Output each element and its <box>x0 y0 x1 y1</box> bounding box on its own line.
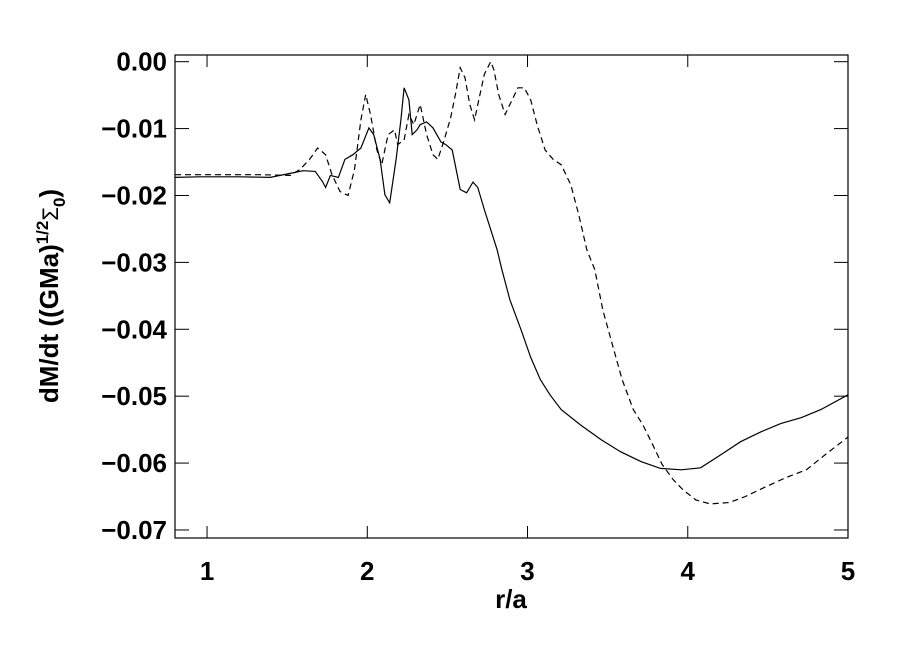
x-tick-label: 4 <box>681 556 696 586</box>
x-tick-label: 3 <box>520 556 534 586</box>
plot-frame <box>174 54 849 539</box>
y-tick-label: −0.05 <box>101 381 167 411</box>
line-series <box>174 87 849 471</box>
y-label-sigma: Σ <box>38 207 63 221</box>
y-tick-label: −0.04 <box>101 314 167 344</box>
y-tick-label: −0.01 <box>101 114 167 144</box>
y-tick-label: −0.02 <box>101 180 167 210</box>
y-label-sup: 1/2 <box>33 221 52 245</box>
x-tick-label: 1 <box>200 556 214 586</box>
y-tick-label: −0.06 <box>101 448 167 478</box>
line-series <box>175 60 849 505</box>
x-tick-label: 2 <box>360 556 374 586</box>
y-label-main: dM/dt ((GMa) <box>34 244 64 403</box>
y-tick-label: 0.00 <box>116 47 167 77</box>
y-axis-label: dM/dt ((GMa)1/2Σ0) <box>33 189 69 403</box>
y-tick-label: −0.03 <box>101 247 167 277</box>
y-tick-label: −0.07 <box>101 515 167 545</box>
x-axis-label: r/a <box>495 584 527 614</box>
y-label-sub: 0 <box>50 198 69 207</box>
x-tick-label: 5 <box>841 556 855 586</box>
y-label-end: ) <box>34 189 64 198</box>
